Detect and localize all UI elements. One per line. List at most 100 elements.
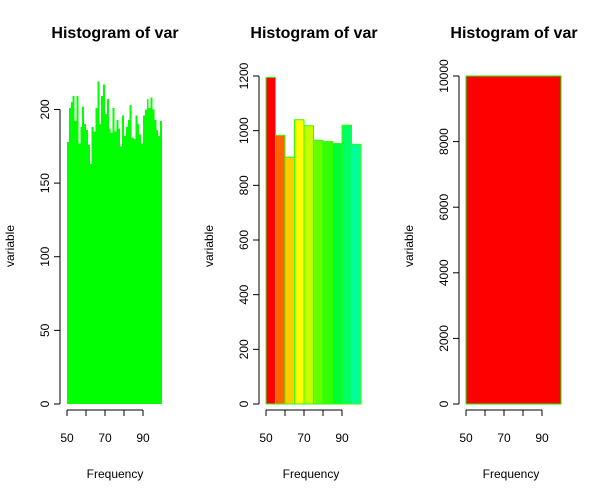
x-tick-label: 50: [259, 431, 273, 445]
panel-2-title: Histogram of var: [250, 25, 377, 42]
y-tick-label: 150: [38, 173, 52, 193]
histogram-bar: [149, 108, 151, 404]
histogram-bar: [69, 108, 71, 404]
histogram-bar: [156, 130, 158, 404]
panel-3-y-axis: 0 2000 4000 6000 8000 10000: [437, 59, 459, 407]
histogram-bar: [92, 127, 94, 404]
x-tick-label: 70: [98, 431, 112, 445]
panel-3-title: Histogram of var: [450, 25, 577, 42]
histogram-bar: [285, 157, 295, 404]
histogram-bar: [82, 107, 84, 404]
histogram-bar: [84, 124, 86, 404]
histogram-bar: [141, 143, 143, 404]
histogram-bar: [153, 109, 155, 404]
histogram-bar: [103, 84, 105, 404]
histogram-bar: [75, 121, 77, 404]
histogram-bar: [466, 76, 561, 404]
x-tick-label: 50: [60, 431, 74, 445]
histogram-bar: [304, 126, 314, 404]
histogram-bar: [134, 139, 136, 404]
histogram-bar: [333, 144, 343, 404]
histogram-bar: [145, 109, 147, 404]
histogram-bar: [88, 145, 90, 404]
y-tick-label: 2000: [437, 325, 451, 352]
panel-1-x-axis: 50 70 90: [60, 410, 150, 445]
panel-1-x-label: Frequency: [87, 467, 144, 481]
histogram-bar: [126, 127, 128, 404]
histogram-bar: [130, 105, 132, 404]
y-tick-label: 0: [437, 400, 451, 407]
histogram-bar: [107, 99, 109, 404]
histogram-bar: [73, 96, 75, 404]
histogram-bar: [113, 108, 115, 404]
panel-1-y-axis: 0 50 100 150 200: [38, 99, 60, 407]
histogram-bar: [111, 133, 113, 404]
panel-1-bars: [67, 81, 162, 404]
panel-1: Histogram of var 0 50 100 150 200 50 70 90 Fre…: [3, 25, 179, 481]
y-tick-label: 0: [38, 400, 52, 407]
x-tick-label: 90: [136, 431, 150, 445]
histogram-bar: [101, 96, 103, 404]
histogram-bar: [120, 146, 122, 404]
histogram-bar: [86, 130, 88, 404]
histogram-bar: [118, 129, 120, 404]
histogram-bar: [94, 132, 96, 404]
histogram-bar: [97, 81, 99, 404]
histogram-bar: [147, 99, 149, 404]
x-tick-label: 90: [335, 431, 349, 445]
histogram-bar: [115, 132, 117, 404]
histogram-bar: [116, 120, 118, 404]
y-tick-label: 4000: [437, 259, 451, 286]
panel-2-x-label: Frequency: [283, 467, 340, 481]
histogram-bar: [105, 114, 107, 404]
histogram-bar: [128, 120, 130, 404]
y-tick-label: 600: [237, 230, 251, 250]
y-tick-label: 8000: [437, 128, 451, 155]
histogram-bar: [143, 115, 145, 404]
y-tick-label: 200: [237, 339, 251, 359]
panel-2: Histogram of var 0 200 400 600 800 1000 1200 5…: [202, 25, 378, 481]
histogram-bar: [135, 115, 137, 404]
panel-2-x-axis: 50 70 90: [259, 410, 349, 445]
histogram-bar: [78, 143, 80, 404]
histogram-bar: [276, 135, 286, 404]
histogram-bar: [314, 140, 324, 404]
x-tick-label: 50: [459, 431, 473, 445]
y-tick-label: 10000: [437, 59, 451, 93]
panel-3: Histogram of var 0200040006000800010000 …: [402, 25, 578, 481]
y-tick-label: 1200: [237, 62, 251, 89]
histogram-bar: [67, 142, 69, 404]
histogram-bar: [71, 102, 73, 404]
y-tick-label: 400: [237, 284, 251, 304]
histogram-bar: [122, 115, 124, 404]
histogram-bar: [96, 108, 98, 404]
y-tick-label: 100: [38, 246, 52, 266]
histogram-bar: [132, 137, 134, 404]
y-tick-label: 1000: [237, 117, 251, 144]
y-tick-label: 800: [237, 175, 251, 195]
panel-1-title: Histogram of var: [51, 25, 178, 42]
panel-3-x-label: Frequency: [483, 467, 540, 481]
y-tick-label: 0: [237, 400, 251, 407]
histogram-bar: [352, 144, 362, 404]
panel-3-y-label: variable: [402, 225, 416, 267]
y-tick-label: 6000: [437, 194, 451, 221]
histogram-bar: [151, 98, 153, 404]
histogram-bar: [99, 124, 101, 404]
x-tick-label: 70: [497, 431, 511, 445]
panel-2-y-label: variable: [202, 225, 216, 267]
histogram-bar: [295, 120, 305, 404]
histogram-bar: [109, 129, 111, 404]
x-tick-label: 90: [535, 431, 549, 445]
histogram-bar: [158, 136, 160, 404]
histogram-bar: [90, 164, 92, 404]
panel-3-bars: [466, 76, 561, 404]
histogram-bar: [342, 125, 352, 404]
panel-2-y-axis: 0 200 400 600 800 1000 1200: [237, 62, 259, 407]
histogram-bar: [266, 77, 276, 404]
panel-2-bars: [266, 77, 361, 404]
histogram-bar: [80, 127, 82, 404]
histogram-bar: [124, 136, 126, 404]
histogram-bar: [154, 120, 156, 404]
